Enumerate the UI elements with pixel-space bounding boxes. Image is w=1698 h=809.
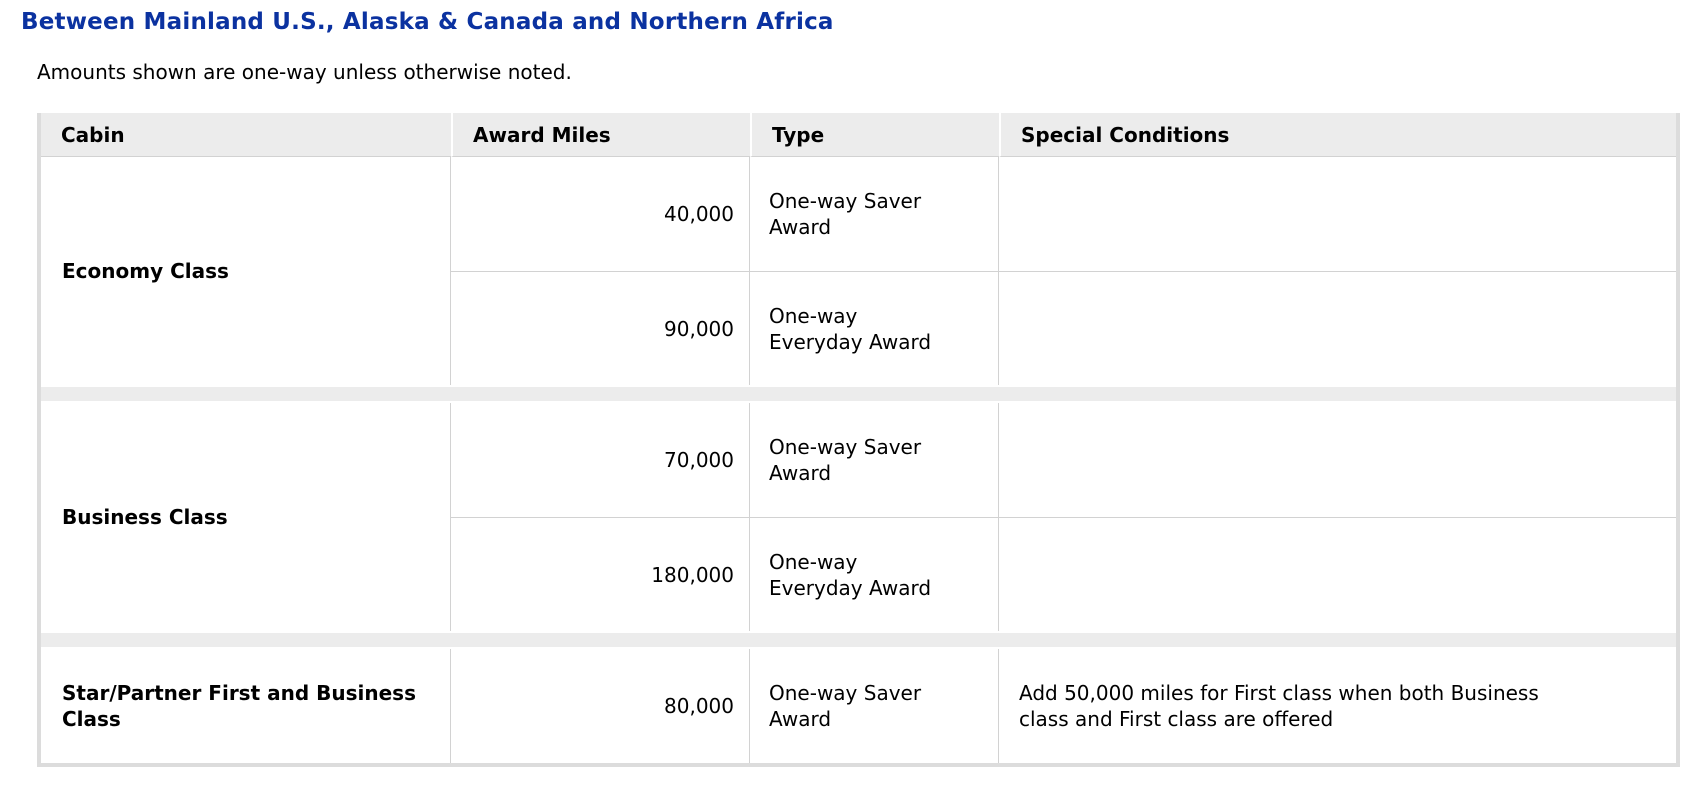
section-spacer [41, 631, 1676, 649]
column-header-type: Type [750, 113, 999, 157]
miles-cell: 180,000 [451, 517, 750, 631]
miles-cell: 40,000 [451, 157, 750, 271]
column-header-award-miles: Award Miles [451, 113, 750, 157]
type-cell: One-way Saver Award [750, 649, 999, 763]
conditions-cell [999, 403, 1676, 517]
column-header-cabin: Cabin [41, 113, 451, 157]
conditions-cell [999, 157, 1676, 271]
award-chart-table: Cabin Award Miles Type Special Condition… [37, 113, 1680, 767]
award-table-body: Economy Class 40,000 One-way Saver Award 90… [41, 157, 1676, 763]
header-row: Cabin Award Miles Type Special Condition… [41, 113, 1676, 157]
section-spacer [41, 385, 1676, 403]
miles-cell: 90,000 [451, 271, 750, 385]
cabin-cell: Economy Class [41, 157, 451, 385]
page-subtitle: Amounts shown are one-way unless otherwi… [37, 60, 572, 84]
conditions-cell [999, 271, 1676, 385]
table-row: 90,000 One-way Everyday Award [41, 271, 1676, 385]
column-header-special-conditions: Special Conditions [999, 113, 1676, 157]
page-title: Between Mainland U.S., Alaska & Canada a… [21, 9, 834, 35]
section-spacer-cell [41, 631, 1676, 649]
type-cell: One-way Everyday Award [750, 517, 999, 631]
type-cell: One-way Everyday Award [750, 271, 999, 385]
conditions-cell: Add 50,000 miles for First class when bo… [999, 649, 1676, 763]
table-row: Economy Class 40,000 One-way Saver Award [41, 157, 1676, 385]
type-cell: One-way Saver Award [750, 403, 999, 517]
table-row: Business Class 70,000 One-way Saver Award [41, 403, 1676, 631]
section-spacer-cell [41, 385, 1676, 403]
table-row: 180,000 One-way Everyday Award [41, 517, 1676, 631]
award-table-header: Cabin Award Miles Type Special Condition… [41, 113, 1676, 157]
miles-cell: 70,000 [451, 403, 750, 517]
table-row: Star/Partner First and Business Class 80,… [41, 649, 1676, 763]
conditions-cell [999, 517, 1676, 631]
miles-cell: 80,000 [451, 649, 750, 763]
type-cell: One-way Saver Award [750, 157, 999, 271]
cabin-cell: Star/Partner First and Business Class [41, 649, 451, 763]
cabin-cell: Business Class [41, 403, 451, 631]
